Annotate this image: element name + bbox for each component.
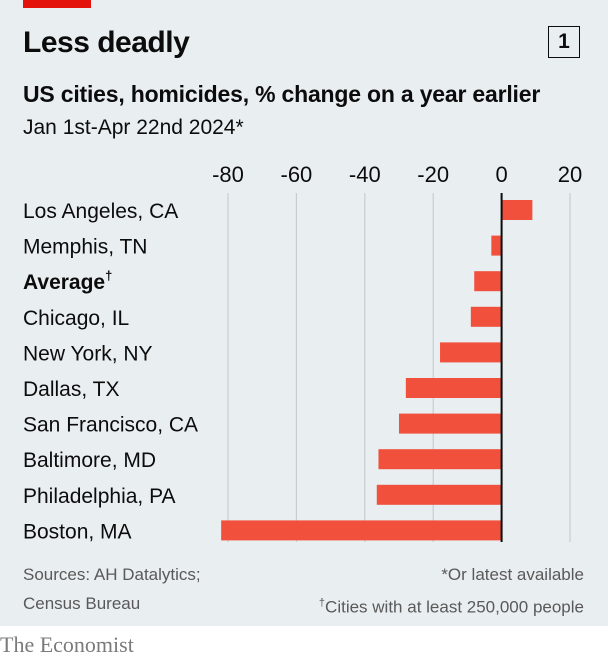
x-tick-label: -60: [281, 162, 313, 187]
bar: [399, 413, 502, 434]
x-tick-label: -20: [417, 162, 449, 187]
bar: [378, 449, 502, 470]
bar: [501, 200, 533, 220]
x-tick-label: -40: [349, 162, 381, 187]
footnote-latest: *Or latest available: [441, 565, 584, 584]
category-label: San Francisco, CA: [23, 414, 198, 437]
category-label: Philadelphia, PA: [23, 485, 176, 508]
category-label: Los Angeles, CA: [23, 200, 178, 223]
footnotes: *Or latest available †Cities with at lea…: [319, 560, 584, 622]
chart-card: Less deadly 1 US cities, homicides, % ch…: [0, 0, 608, 626]
bar: [491, 235, 502, 256]
chart-number-badge: 1: [548, 26, 580, 58]
bar: [470, 306, 502, 327]
bar: [440, 342, 502, 363]
bar-chart: -80 -60 -40 -20 0 20 Los Angeles, CA Memphis, T…: [23, 162, 582, 543]
source-line-1: Sources: AH Datalytics;: [23, 565, 201, 584]
chart-subtitle: US cities, homicides, % change on a year…: [23, 81, 541, 107]
bar: [221, 520, 502, 541]
category-label: Boston, MA: [23, 520, 132, 543]
source-note: Sources: AH Datalytics; Census Bureau: [23, 560, 201, 618]
chart-date-range: Jan 1st-Apr 22nd 2024*: [23, 116, 244, 139]
chart-title: Less deadly: [23, 26, 190, 59]
category-label: Average†: [23, 268, 112, 294]
x-tick-label: -80: [212, 162, 244, 187]
dagger-mark: †: [318, 597, 326, 609]
category-label: New York, NY: [23, 342, 153, 365]
footnote-cities: †Cities with at least 250,000 people: [319, 589, 584, 622]
accent-bar: [23, 0, 91, 8]
source-line-2: Census Bureau: [23, 594, 141, 613]
bar: [474, 271, 502, 292]
x-tick-label: 0: [495, 162, 507, 187]
category-label: Dallas, TX: [23, 378, 119, 401]
brand-logo-text: The Economist: [0, 632, 134, 657]
category-label: Chicago, IL: [23, 307, 129, 330]
x-tick-label: 20: [558, 162, 582, 187]
dagger-mark: †: [105, 268, 112, 283]
category-label: Baltimore, MD: [23, 449, 156, 472]
footnote-cities-text: Cities with at least 250,000 people: [325, 597, 584, 617]
category-label: Memphis, TN: [23, 236, 147, 259]
bar: [405, 378, 502, 398]
bar: [376, 484, 502, 505]
